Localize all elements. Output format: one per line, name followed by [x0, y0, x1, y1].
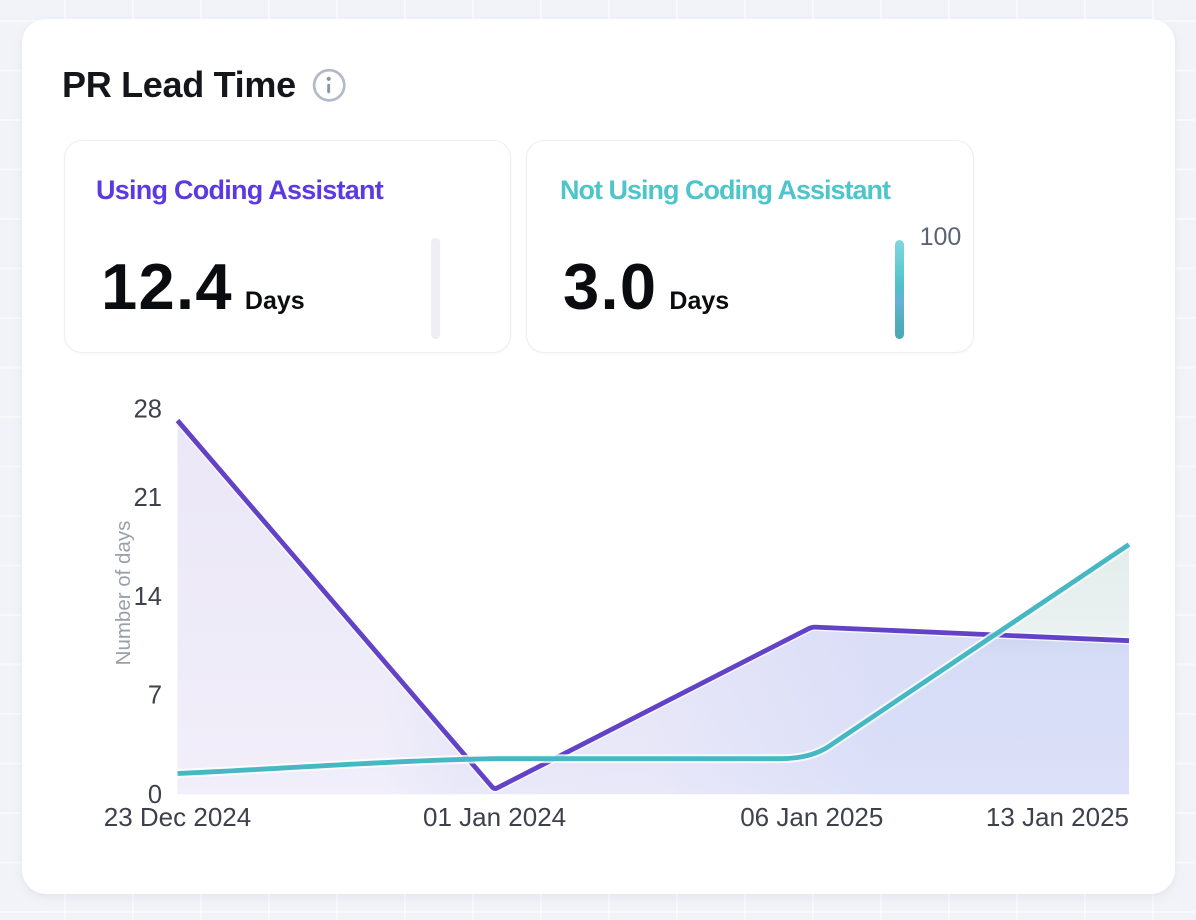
svg-text:0: 0	[148, 781, 162, 809]
svg-text:28: 28	[134, 396, 162, 424]
svg-text:06 Jan 2025: 06 Jan 2025	[740, 802, 883, 832]
svg-text:13 Jan 2025: 13 Jan 2025	[986, 802, 1129, 832]
svg-text:Number of days: Number of days	[112, 521, 135, 666]
svg-text:23 Dec 2024: 23 Dec 2024	[104, 802, 251, 832]
svg-text:21: 21	[134, 484, 162, 512]
svg-text:7: 7	[148, 682, 162, 710]
svg-text:01 Jan 2024: 01 Jan 2024	[423, 802, 566, 832]
svg-text:14: 14	[134, 583, 162, 611]
